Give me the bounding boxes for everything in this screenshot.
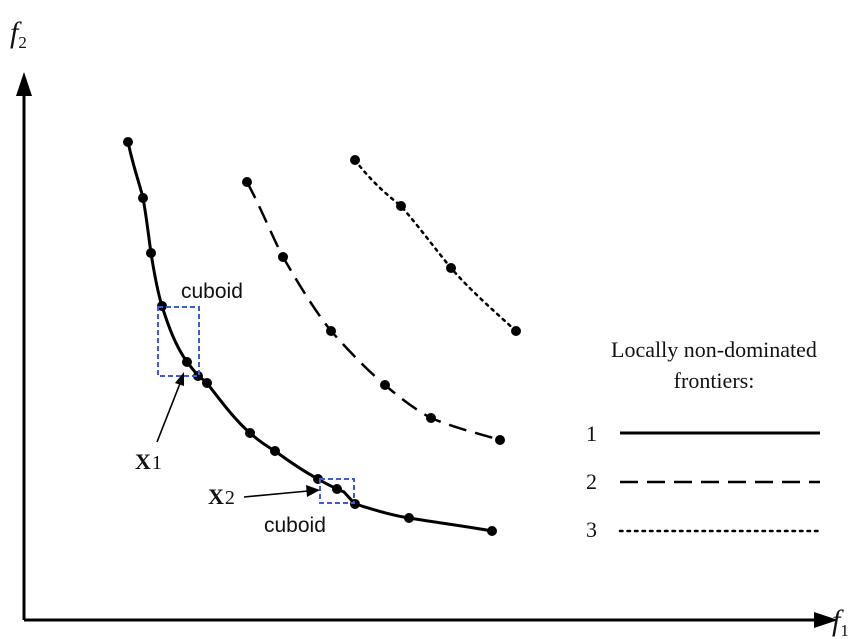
legend-item-label: 2 <box>586 469 597 494</box>
frontier-2-curve <box>245 181 501 442</box>
cuboid-box-upper <box>157 306 200 377</box>
legend-item-label: 3 <box>586 517 597 542</box>
frontier-3-point <box>350 155 360 165</box>
cuboid-label-upper: cuboid <box>181 280 243 303</box>
legend-item-label: 1 <box>586 421 597 446</box>
cuboid-label-lower: cuboid <box>264 514 326 537</box>
legend: Locally non-dominated frontiers: 1 2 3 <box>586 337 822 542</box>
frontier-3-point <box>511 326 521 336</box>
x2-label: X2 <box>208 484 235 509</box>
frontier-3-point <box>446 263 456 273</box>
frontier-1-point <box>182 357 192 367</box>
frontier-2-point <box>242 177 252 187</box>
cuboid-annotations: cuboid cuboid <box>157 280 355 537</box>
cuboid-box-lower <box>319 478 355 504</box>
frontier-2-point <box>326 326 336 336</box>
legend-title-line1: Locally non-dominated <box>611 337 817 362</box>
x1-arrowhead <box>175 372 184 386</box>
frontier-3-curve <box>353 158 518 333</box>
frontier-1 <box>123 137 497 536</box>
axes: f2 f1 <box>10 16 849 639</box>
x1-annotation: X1 <box>135 372 184 474</box>
x1-label: X1 <box>135 449 162 474</box>
y-axis-label: f2 <box>10 16 27 52</box>
x-axis-arrowhead <box>814 612 838 628</box>
frontier-1-point <box>146 248 156 258</box>
frontier-1-curve <box>126 141 493 533</box>
x2-arrowhead <box>306 485 320 497</box>
frontier-1-point <box>270 446 280 456</box>
x1-arrow <box>156 380 182 443</box>
x2-arrow <box>243 490 309 498</box>
frontier-2-point <box>426 413 436 423</box>
y-axis-arrowhead <box>16 72 32 96</box>
frontier-1-point <box>138 193 148 203</box>
frontier-2-point <box>380 380 390 390</box>
frontier-3 <box>350 155 521 336</box>
frontier-1-point <box>123 137 133 147</box>
frontier-1-point <box>193 371 203 381</box>
frontier-3-point <box>396 201 406 211</box>
x2-annotation: X2 <box>208 484 320 509</box>
frontier-2-point <box>495 435 505 445</box>
frontier-1-point <box>245 428 255 438</box>
frontier-1-point <box>202 378 212 388</box>
legend-title-line2: frontiers: <box>674 368 755 393</box>
frontier-2 <box>242 177 505 445</box>
frontier-2-point <box>278 252 288 262</box>
frontier-1-point <box>404 513 414 523</box>
x-axis-label: f1 <box>832 604 849 639</box>
frontier-1-point <box>487 526 497 536</box>
frontier-1-point <box>332 484 342 494</box>
